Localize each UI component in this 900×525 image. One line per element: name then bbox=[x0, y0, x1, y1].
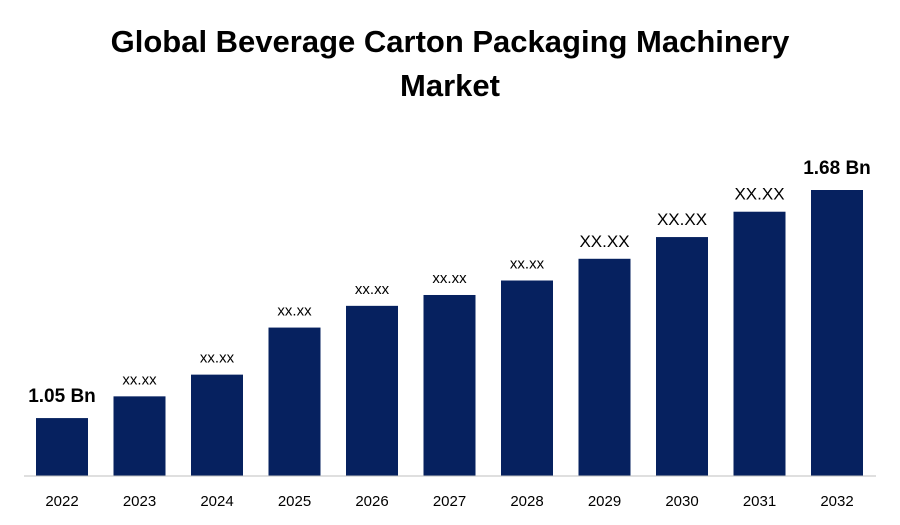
bar-2026 bbox=[346, 305, 398, 476]
data-label: XX.XX bbox=[734, 185, 784, 204]
x-tick-label: 2032 bbox=[820, 493, 853, 510]
x-tick-label: 2025 bbox=[278, 493, 311, 510]
x-tick-label: 2030 bbox=[665, 493, 698, 510]
bar-2024 bbox=[191, 374, 243, 476]
chart-title-line-2: Market bbox=[400, 68, 500, 103]
x-tick-label: 2029 bbox=[588, 493, 621, 510]
data-label: xx.xx bbox=[510, 256, 545, 273]
x-tick-label: 2023 bbox=[123, 493, 156, 510]
data-label: 1.05 Bn bbox=[28, 386, 96, 407]
x-tick-label: 2024 bbox=[200, 493, 233, 510]
x-tick-label: 2026 bbox=[355, 493, 388, 510]
chart-title-line-1: Global Beverage Carton Packaging Machine… bbox=[111, 24, 791, 59]
bar-2030 bbox=[656, 237, 708, 476]
x-tick-label: 2027 bbox=[433, 493, 466, 510]
bar-2028 bbox=[501, 280, 553, 476]
data-label: xx.xx bbox=[432, 270, 467, 287]
bar-2027 bbox=[423, 294, 476, 476]
bar-2023 bbox=[113, 396, 166, 476]
bar-2032 bbox=[811, 190, 863, 476]
data-label: 1.68 Bn bbox=[803, 158, 871, 179]
data-label: xx.xx bbox=[355, 281, 390, 298]
data-label: xx.xx bbox=[277, 303, 312, 320]
bar-2025 bbox=[268, 327, 321, 476]
data-label: xx.xx bbox=[200, 350, 235, 367]
bar-2031 bbox=[733, 211, 786, 477]
data-label: XX.XX bbox=[657, 210, 707, 229]
data-label: XX.XX bbox=[579, 232, 629, 251]
x-tick-label: 2031 bbox=[743, 493, 776, 510]
bar-2029 bbox=[578, 258, 631, 476]
data-label: xx.xx bbox=[122, 371, 157, 388]
x-tick-label: 2028 bbox=[510, 493, 543, 510]
bar-2022 bbox=[36, 418, 88, 476]
x-tick-label: 2022 bbox=[45, 493, 78, 510]
